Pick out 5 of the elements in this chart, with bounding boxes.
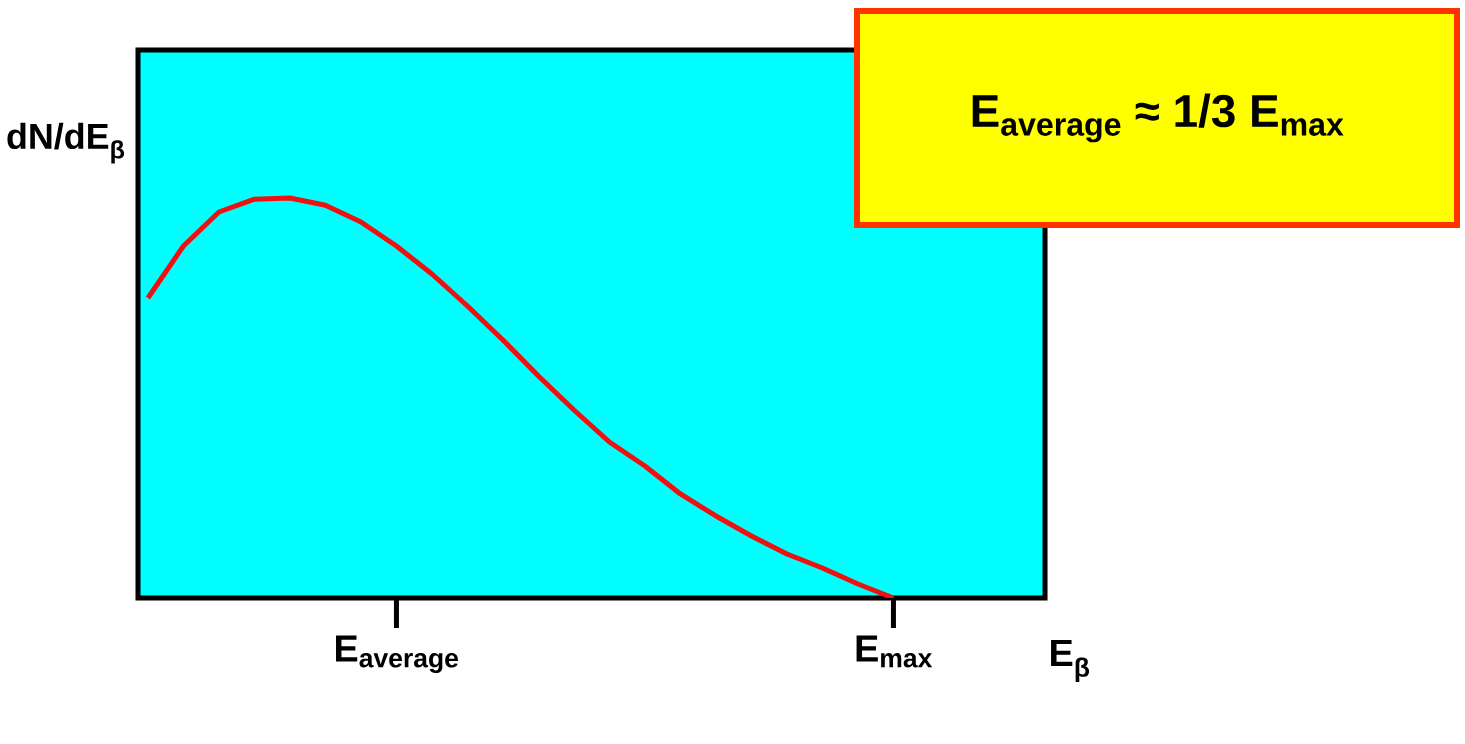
x-tick-label: E$_{average}$ (336, 635, 458, 673)
x-tick-label: E$_{max}$ (856, 635, 933, 668)
text: E$_{average}$ ≈ 1/3 E$_{max}$ (972, 93, 1344, 143)
y-axis-title: dN/dE$_{β}$ (7, 122, 125, 164)
x-axis-title: E$_{β}$ (1051, 639, 1090, 683)
